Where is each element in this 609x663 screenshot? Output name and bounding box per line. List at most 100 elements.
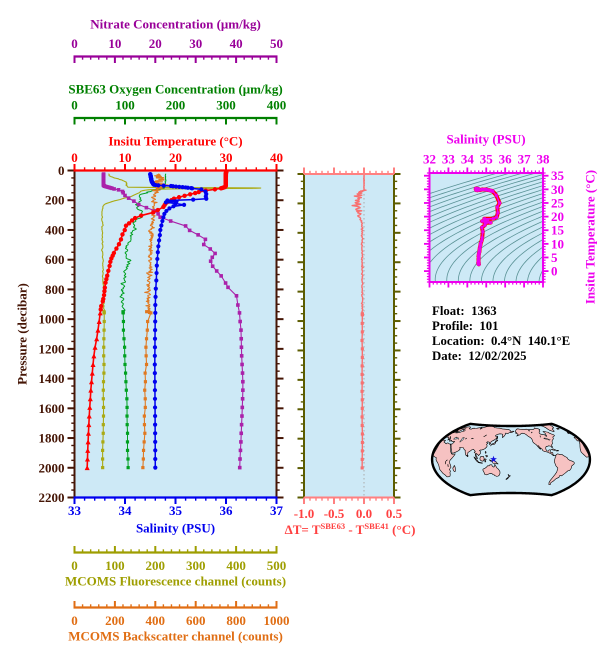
- circle: [155, 250, 160, 255]
- path: [484, 451, 487, 454]
- sigma-theta-contours: [429, 173, 543, 282]
- circle: [187, 192, 193, 197]
- circle: [152, 388, 158, 393]
- backscatter-axis-tick-label: 600: [186, 613, 206, 628]
- path: [483, 434, 487, 437]
- panel-rect: [143, 380, 148, 384]
- oxygen-axis-title: SBE63 Oxygen Concentration (μm/kg): [68, 81, 283, 97]
- pressure-tick-label: 400: [45, 222, 65, 237]
- ts-salinity-tick-label: 35: [480, 152, 494, 167]
- path: [463, 430, 466, 432]
- circle: [152, 413, 158, 419]
- circle: [161, 215, 166, 220]
- path: [507, 474, 511, 478]
- panel-rect: [123, 354, 127, 358]
- circle: [107, 263, 112, 269]
- circle: [199, 187, 204, 192]
- panel-rect: [102, 345, 106, 349]
- circle: [102, 285, 108, 290]
- circle: [157, 233, 162, 238]
- path: [84, 465, 90, 471]
- panel-rect: [141, 457, 145, 461]
- panel-rect: [485, 188, 489, 192]
- salinity-axis-tick-label: 35: [169, 503, 183, 518]
- info-date: Date: 12/02/2025: [432, 349, 527, 363]
- panel-rect: [210, 264, 215, 269]
- panel-rect: [360, 372, 364, 376]
- oxygen-axis-tick-label: 300: [216, 98, 236, 113]
- circle: [162, 211, 167, 217]
- circle: [161, 204, 166, 210]
- path: [459, 437, 465, 443]
- circle: [192, 190, 198, 196]
- panel-rect: [102, 311, 106, 315]
- ts-temperature-tick-label: 20: [551, 209, 564, 224]
- panel-rect: [239, 440, 243, 444]
- panel-rect: [239, 422, 244, 427]
- path: [84, 456, 90, 462]
- path: [551, 448, 557, 451]
- path: [453, 436, 459, 440]
- path: [505, 476, 510, 480]
- panel-rect: [116, 188, 121, 192]
- path: [445, 459, 448, 462]
- panel-rect: [482, 217, 486, 221]
- path: [94, 336, 100, 342]
- panel-rect: [121, 311, 125, 315]
- panel-rect: [480, 225, 484, 229]
- circle: [152, 362, 157, 367]
- path: [89, 370, 95, 376]
- panel-rect: [360, 415, 364, 419]
- panel-rect: [141, 448, 146, 452]
- panel-rect: [101, 457, 105, 461]
- panel-rect: [123, 362, 127, 367]
- path: [490, 439, 499, 447]
- path: [492, 232, 543, 282]
- panel-rect: [486, 218, 490, 222]
- panel-rect: [145, 310, 149, 314]
- circle: [152, 370, 157, 376]
- circle: [173, 184, 179, 189]
- circle: [153, 439, 158, 445]
- backscatter-axis: 0 200 400 600 800 1000: [71, 601, 290, 628]
- temperature-axis-tick-label: 0: [71, 150, 78, 165]
- panel-rect: [203, 237, 208, 242]
- panel-rect: [144, 337, 149, 341]
- temperature-axis-tick-label: 10: [119, 150, 132, 165]
- path: [429, 181, 543, 223]
- panel-rect: [196, 233, 200, 237]
- path: [92, 344, 98, 350]
- panel-rect: [125, 440, 130, 444]
- path: [471, 437, 474, 439]
- temperature-axis: 0 10 20 30 40: [71, 150, 283, 172]
- ts-content: [429, 173, 543, 282]
- delta-t-plot: -1.0 -0.5 0.0 0.5: [294, 167, 403, 521]
- panel-rect: [239, 328, 243, 332]
- panel-rect: [123, 193, 127, 198]
- panel-rect: [125, 405, 129, 410]
- pressure-tick-label: 600: [45, 252, 65, 267]
- panel-rect: [102, 328, 106, 332]
- panel-rect: [241, 388, 245, 392]
- nitrate-axis-tick-label: 20: [149, 36, 162, 51]
- circle: [156, 183, 161, 188]
- world-map: [430, 422, 592, 497]
- path: [496, 435, 499, 440]
- salinity-axis-tick-label: 33: [68, 503, 82, 518]
- circle: [106, 268, 111, 274]
- panel-rect: [234, 294, 239, 298]
- panel-rect: [360, 449, 364, 453]
- panel-rect: [478, 188, 482, 192]
- dt-tick-label: -1.0: [294, 506, 315, 521]
- path: [479, 456, 485, 462]
- circle: [118, 237, 124, 242]
- ts-salinity-tick-label: 34: [461, 152, 475, 167]
- circle: [182, 193, 187, 198]
- panel-rect: [102, 354, 106, 358]
- path: [538, 269, 543, 282]
- panel-rect: [168, 219, 173, 223]
- panel-rect: [223, 281, 228, 285]
- circle: [122, 227, 127, 233]
- map-land: [432, 423, 590, 486]
